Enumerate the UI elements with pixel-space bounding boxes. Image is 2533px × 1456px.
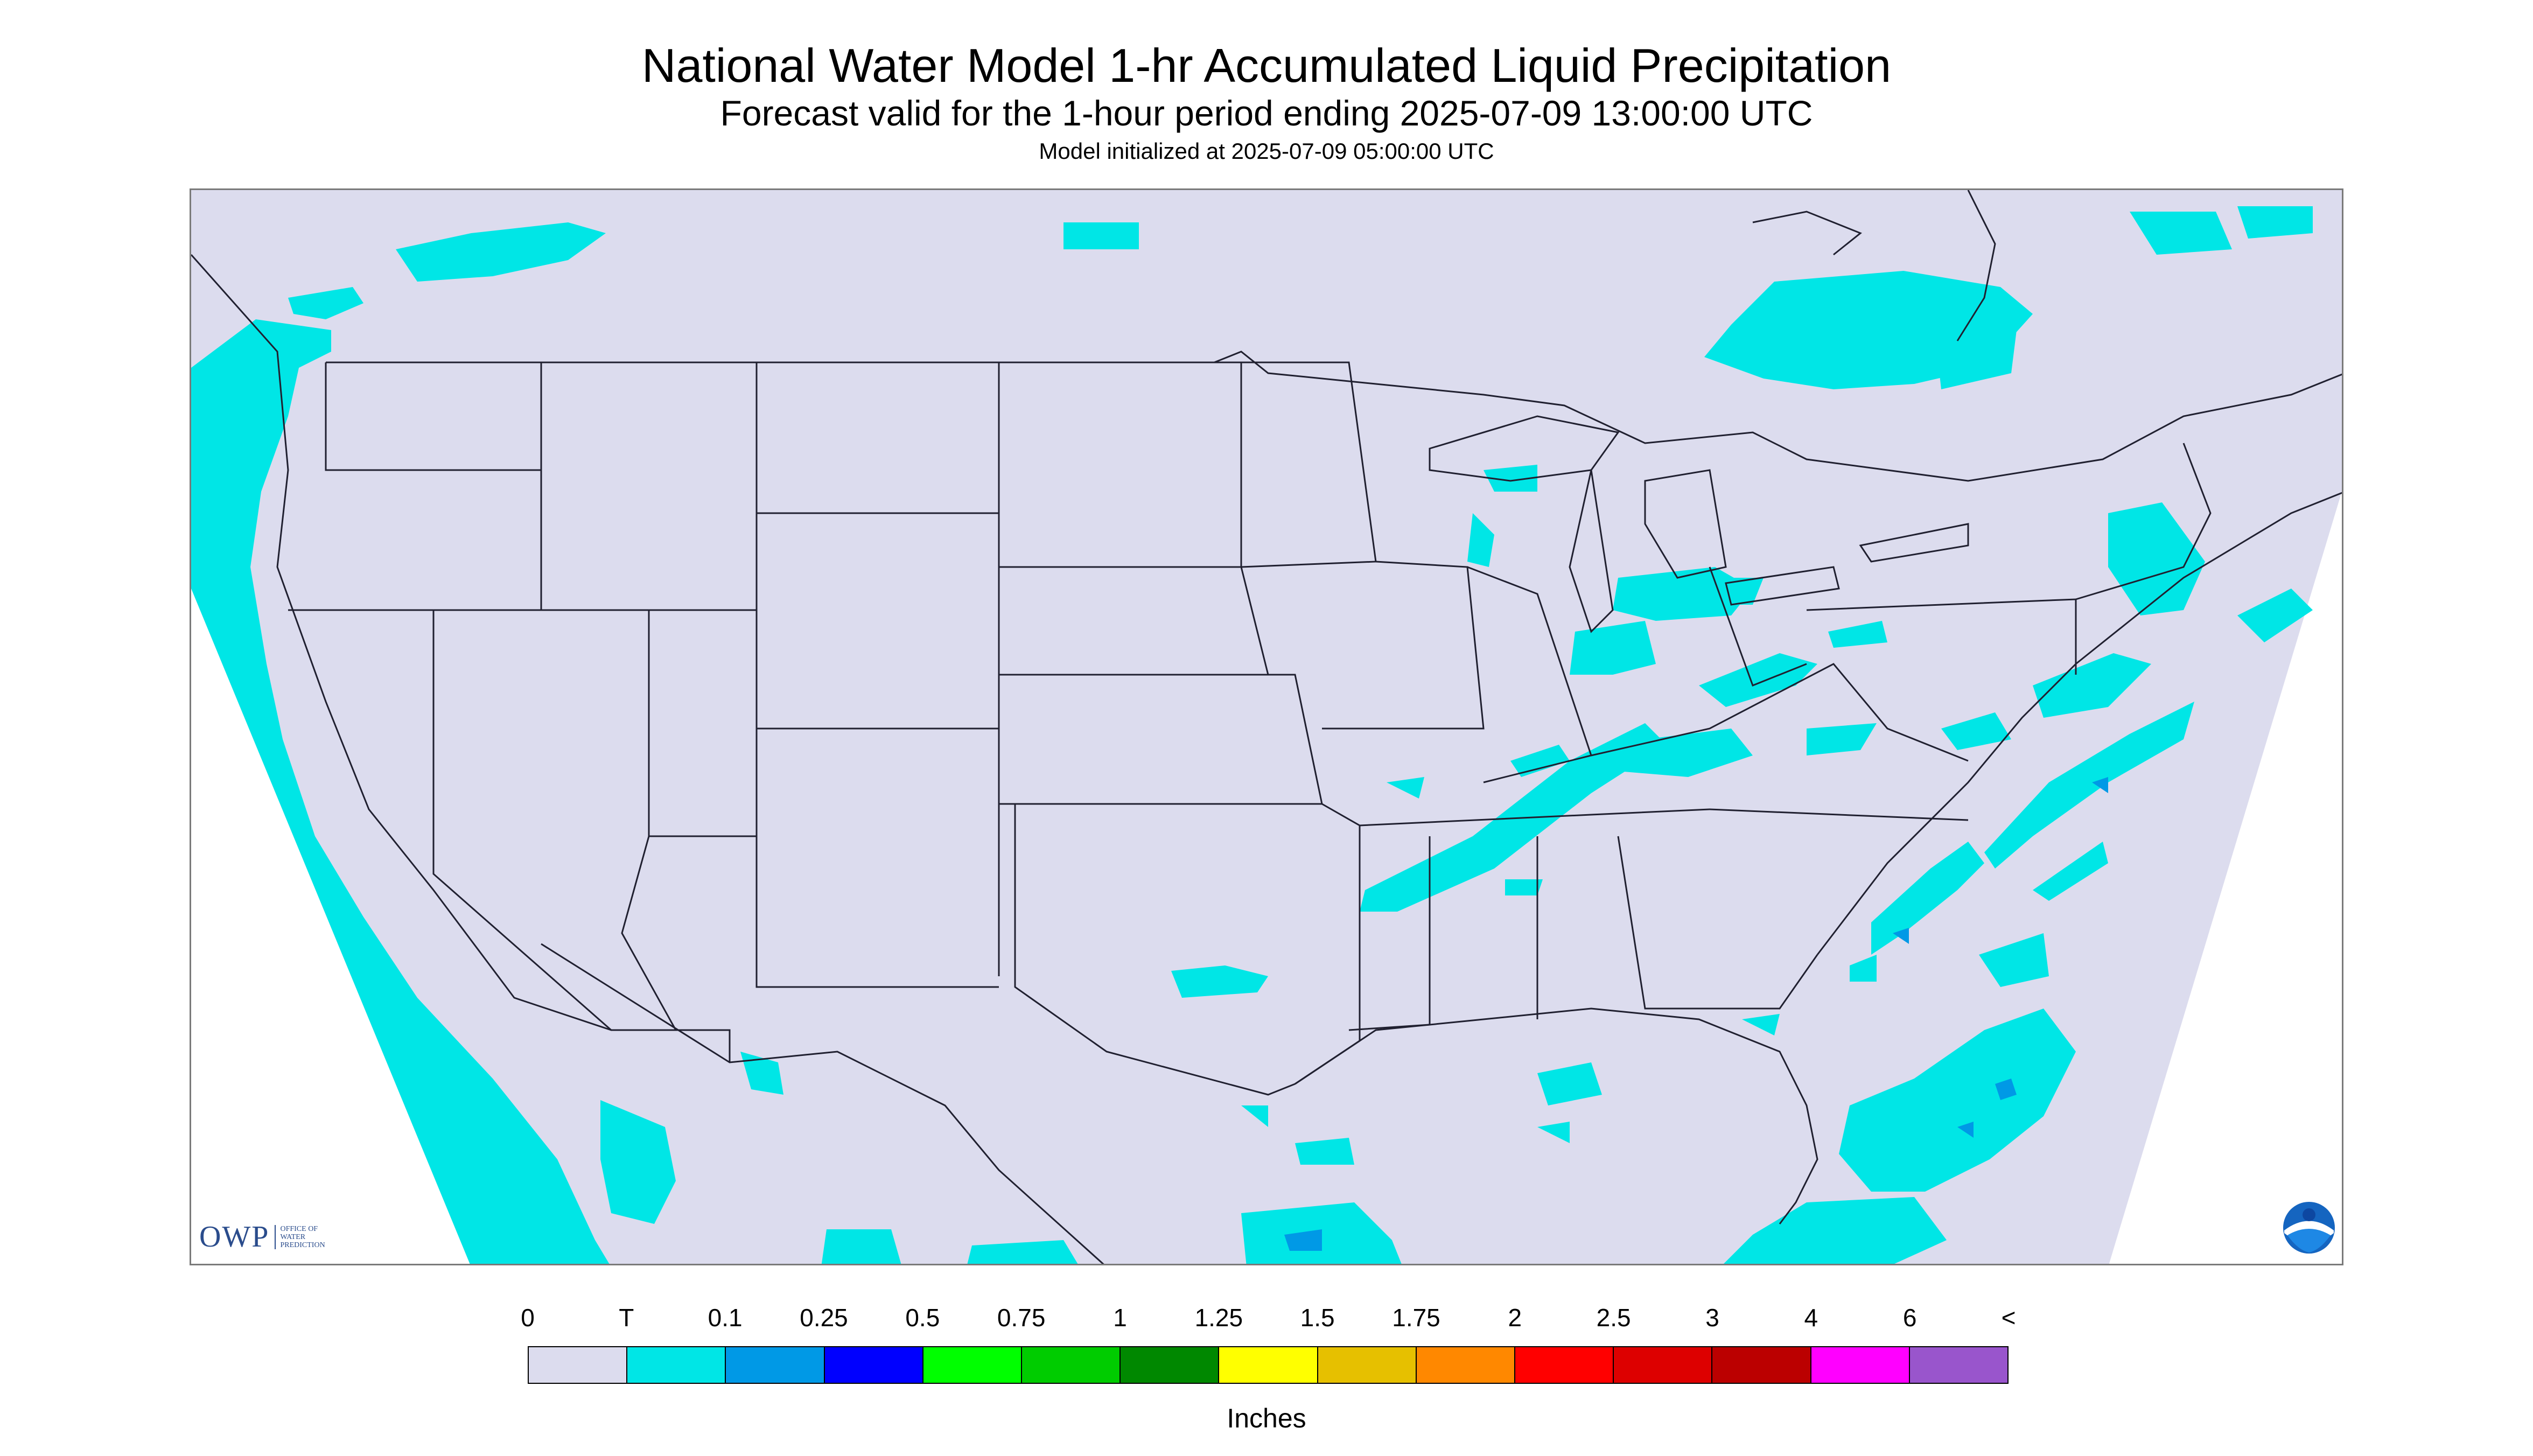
legend-swatch <box>1515 1347 1614 1383</box>
legend-tick-label: 0.1 <box>708 1304 743 1332</box>
legend-swatch <box>1811 1347 1910 1383</box>
legend-tick-label: 1 <box>1113 1304 1127 1332</box>
legend-swatch <box>726 1347 825 1383</box>
legend-tick-label: 1.25 <box>1194 1304 1243 1332</box>
legend-swatch <box>1614 1347 1713 1383</box>
model-init-time: Model initialized at 2025-07-09 05:00:00… <box>1039 138 1494 164</box>
legend-tick-label: 0 <box>521 1304 535 1332</box>
map-svg <box>191 190 2342 1264</box>
precip-light-areas <box>191 206 2313 1264</box>
legend-swatch <box>627 1347 726 1383</box>
state-borders <box>191 190 2342 1264</box>
precip-heavy-areas <box>1284 777 2108 1251</box>
legend-swatch <box>1219 1347 1318 1383</box>
color-scale-legend <box>528 1346 2009 1384</box>
owp-sub-line-2: WATER <box>280 1233 306 1241</box>
legend-tick-label: 6 <box>1902 1304 1917 1332</box>
legend-tick-label: 0.75 <box>997 1304 1046 1332</box>
owp-logo: OWP OFFICE OF WATER PREDICTION <box>199 1220 325 1254</box>
owp-sub-line-3: PREDICTION <box>280 1241 325 1249</box>
legend-tick-label: 3 <box>1705 1304 1719 1332</box>
legend-swatch <box>1416 1347 1516 1383</box>
legend-tick-label: 0.5 <box>905 1304 940 1332</box>
legend-swatch <box>1909 1347 2008 1383</box>
legend-tick-label: 2.5 <box>1596 1304 1631 1332</box>
legend-swatch <box>824 1347 923 1383</box>
noaa-logo-icon <box>2283 1202 2335 1254</box>
map-title: National Water Model 1-hr Accumulated Li… <box>641 39 1892 92</box>
owp-logo-subtext: OFFICE OF WATER PREDICTION <box>275 1224 325 1249</box>
legend-swatch <box>923 1347 1023 1383</box>
legend-tick-label: < <box>2001 1304 2016 1332</box>
legend-swatch <box>1121 1347 1220 1383</box>
legend-tick-label: 2 <box>1508 1304 1522 1332</box>
precipitation-map[interactable] <box>190 188 2343 1265</box>
legend-tick-label: T <box>619 1304 634 1332</box>
map-subtitle: Forecast valid for the 1-hour period end… <box>720 93 1813 133</box>
legend-labels: 0 T 0.1 0.25 0.5 0.75 1 1.25 1.5 1.75 2 2.5 3 4 6 < <box>0 1303 2533 1335</box>
legend-swatch <box>1318 1347 1417 1383</box>
owp-sub-line-1: OFFICE OF <box>280 1224 318 1233</box>
legend-tick-label: 1.75 <box>1392 1304 1440 1332</box>
legend-swatch <box>1022 1347 1121 1383</box>
owp-logo-text: OWP <box>199 1220 270 1254</box>
legend-swatch <box>529 1347 628 1383</box>
legend-tick-label: 0.25 <box>800 1304 848 1332</box>
legend-swatch <box>1712 1347 1811 1383</box>
legend-tick-label: 4 <box>1804 1304 1818 1332</box>
legend-units: Inches <box>1227 1403 1306 1433</box>
legend-tick-label: 1.5 <box>1300 1304 1335 1332</box>
